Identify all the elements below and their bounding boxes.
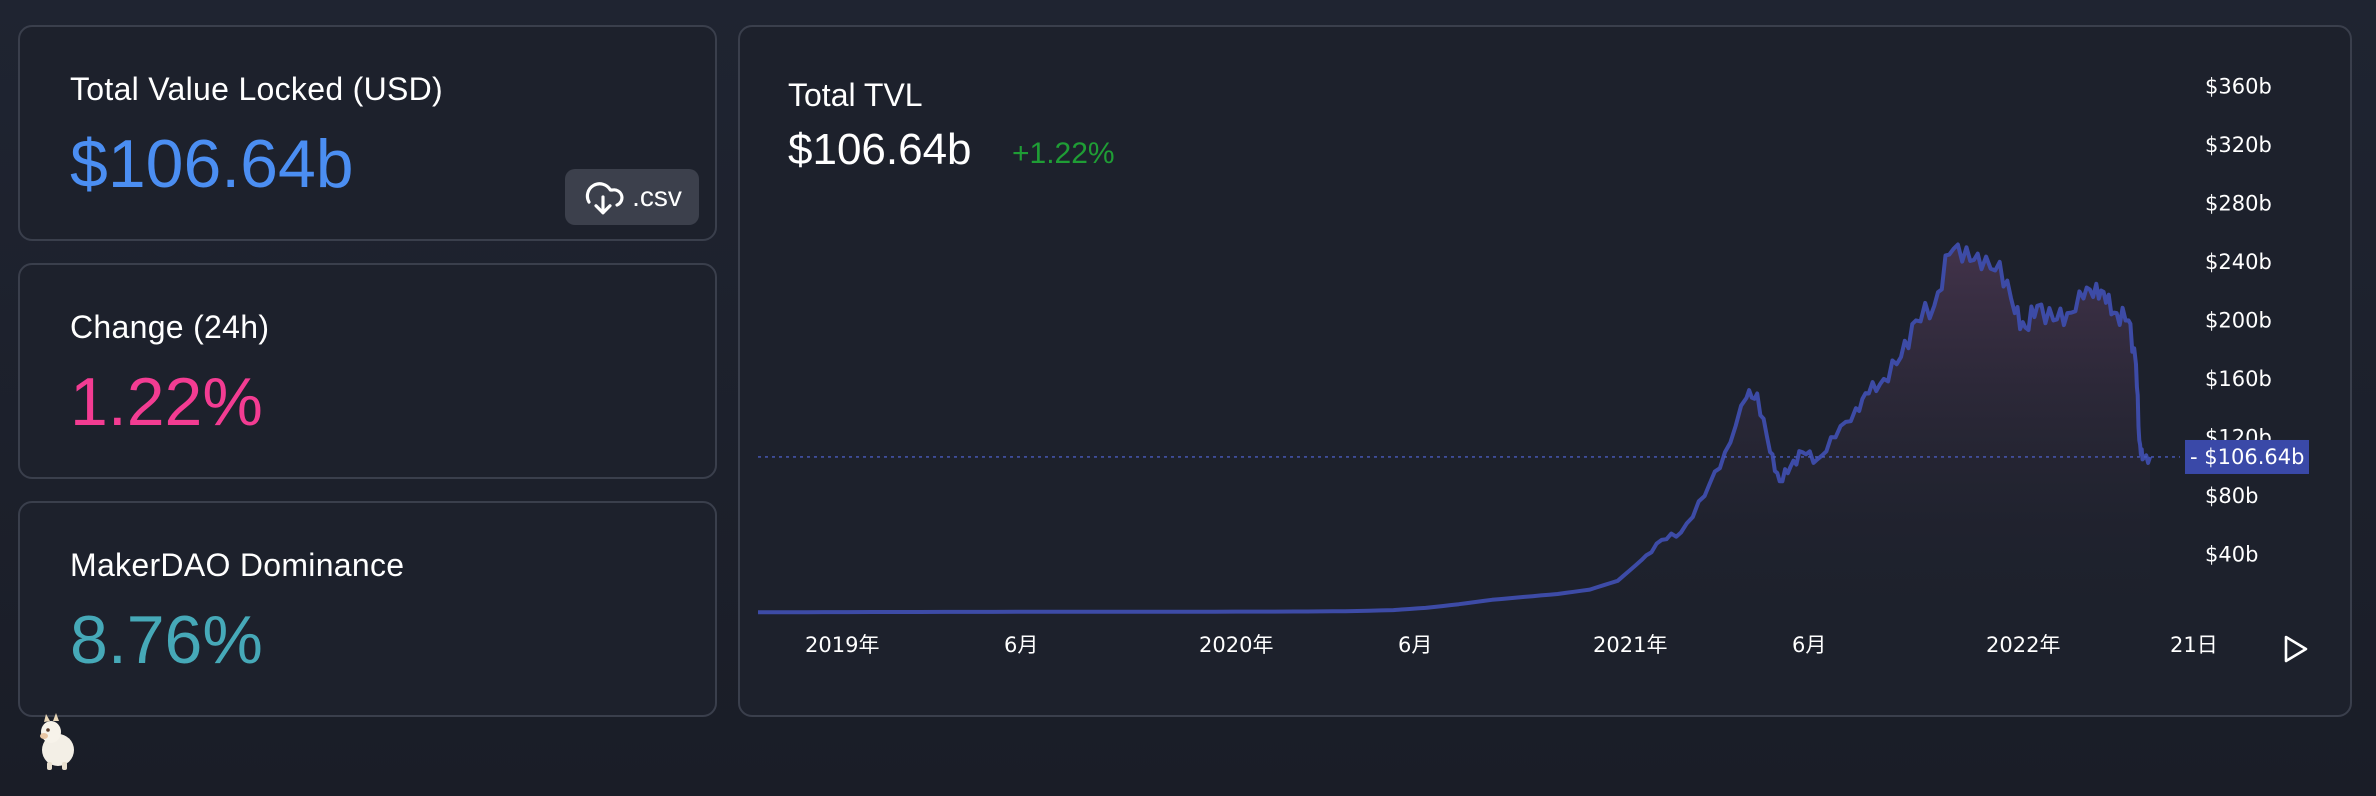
chart-change: +1.22% bbox=[1012, 137, 1115, 170]
change-card: Change (24h) 1.22% bbox=[18, 263, 717, 479]
csv-button-label: .csv bbox=[632, 181, 682, 212]
change-value: 1.22% bbox=[70, 364, 263, 440]
x-tick-label: 6月 bbox=[1398, 633, 1432, 657]
dominance-title: MakerDAO Dominance bbox=[70, 547, 405, 583]
x-tick-label: 6月 bbox=[1004, 633, 1038, 657]
dominance-value: 8.76% bbox=[70, 602, 263, 678]
tvl-value: $106.64b bbox=[70, 126, 354, 202]
x-tick-label: 2021年 bbox=[1593, 633, 1667, 657]
y-tick-label: $80b bbox=[2205, 484, 2258, 508]
tvl-title: Total Value Locked (USD) bbox=[70, 71, 443, 107]
y-tick-label: $40b bbox=[2205, 542, 2258, 566]
x-tick-label: 2020年 bbox=[1199, 633, 1273, 657]
cloud-download-icon bbox=[585, 182, 624, 215]
dominance-card: MakerDAO Dominance 8.76% bbox=[18, 501, 717, 717]
tvl-chart-card: $360b $320b $280b $240b $200b $160b $120b $80b $… bbox=[738, 25, 2352, 717]
chart-current-value: $106.64b bbox=[788, 125, 972, 174]
play-icon[interactable] bbox=[2282, 634, 2310, 664]
tvl-card: Total Value Locked (USD) $106.64b .csv bbox=[18, 25, 717, 241]
chart-title: Total TVL bbox=[788, 77, 923, 113]
x-tick-label: 2019年 bbox=[805, 633, 879, 657]
current-value-tag bbox=[2185, 439, 2309, 474]
tvl-series-line bbox=[757, 242, 2152, 615]
y-tick-label: $160b bbox=[2205, 367, 2272, 391]
y-tick-label: $200b bbox=[2205, 308, 2272, 332]
x-tick-label: 6月 bbox=[1792, 633, 1826, 657]
x-tick-label: 2022年 bbox=[1986, 633, 2060, 657]
tvl-chart[interactable]: $360b$320b$280b$240b$200b$160b$120b$80b$… bbox=[740, 27, 2350, 715]
download-csv-button[interactable]: .csv bbox=[565, 169, 699, 225]
x-tick-label: 21日 bbox=[2170, 633, 2218, 657]
y-tick-label: $240b bbox=[2205, 250, 2272, 274]
tvl-area bbox=[758, 244, 2150, 613]
y-tick-label: $360b bbox=[2205, 74, 2272, 98]
current-value-label: - $106.64b bbox=[2190, 445, 2304, 469]
llama-mascot-icon bbox=[40, 713, 74, 770]
y-tick-label: $280b bbox=[2205, 191, 2272, 215]
y-tick-label: $320b bbox=[2205, 133, 2272, 157]
change-title: Change (24h) bbox=[70, 309, 270, 345]
